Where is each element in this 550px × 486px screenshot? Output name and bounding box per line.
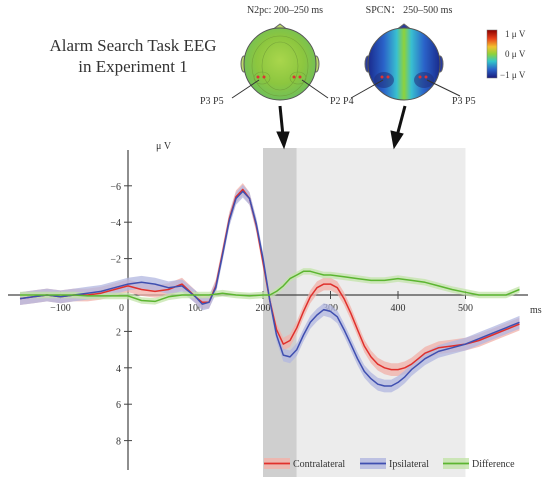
topomap-spcn-title: SPCN： 250–500 ms	[366, 5, 453, 16]
y-tick-label: −4	[110, 218, 121, 229]
y-tick-label: −2	[110, 255, 121, 266]
arrow-down-icon	[390, 130, 404, 150]
electrode-label-middle: P2 P4	[330, 96, 354, 107]
legend-label-difference: Difference	[472, 459, 515, 470]
analysis-window-200-250	[263, 148, 297, 477]
scalp-map	[243, 27, 317, 101]
legend-label-contralateral: Contralateral	[293, 459, 345, 470]
legend-label-ipsilateral: Ipsilateral	[389, 459, 429, 470]
scalp-map	[367, 27, 441, 101]
topomap-n2pc: N2pc: 200–250 ms	[240, 5, 323, 101]
electrode-pointer	[426, 79, 461, 97]
x-tick-label: −100	[50, 303, 71, 314]
electrode-pointer	[350, 79, 384, 99]
x-axis-label: ms	[530, 305, 542, 316]
electrode-markers	[256, 75, 302, 79]
y-tick-label: −6	[110, 182, 121, 193]
x-tick-label: 500	[458, 303, 473, 314]
chart-title-line-2: in Experiment 1	[78, 57, 188, 76]
x-tick-label: 100	[188, 303, 203, 314]
y-tick-label: 8	[116, 437, 121, 448]
electrode-label-left: P3 P5	[200, 96, 224, 107]
y-axis-label: μ V	[156, 141, 172, 152]
series-line-difference	[20, 270, 520, 303]
topomap-spcn: SPCN： 250–500 ms	[364, 5, 453, 101]
window-arrows	[276, 105, 407, 150]
colorbar-mid-label: 0 μ V	[505, 49, 526, 59]
x-tick-label: 200	[256, 303, 271, 314]
colorbar: 1 μ V 0 μ V −1 μ V	[486, 29, 526, 80]
topomap-n2pc-title: N2pc: 200–250 ms	[247, 5, 323, 16]
electrode-label-right: P3 P5	[452, 96, 476, 107]
electrode-markers	[380, 75, 428, 79]
legend: Contralateral Ipsilateral Difference	[264, 458, 515, 470]
x-tick-label: 0	[119, 303, 124, 314]
electrode-pointer	[301, 79, 329, 99]
series-line-ipsilateral	[19, 190, 520, 387]
series	[19, 183, 520, 393]
colorbar-min-label: −1 μ V	[500, 70, 526, 80]
shaded-windows	[263, 148, 466, 477]
colorbar-max-label: 1 μ V	[505, 29, 526, 39]
chart-title-line-1: Alarm Search Task EEG	[49, 36, 217, 55]
series-line-contralateral	[19, 188, 520, 371]
y-tick-label: 6	[116, 400, 121, 411]
x-tick-label: 400	[391, 303, 406, 314]
y-tick-label: 2	[116, 327, 121, 338]
series-band-difference	[20, 268, 520, 305]
y-tick-label: 4	[116, 364, 121, 375]
arrow-down-icon	[276, 131, 290, 150]
electrode-pointer	[231, 79, 260, 99]
